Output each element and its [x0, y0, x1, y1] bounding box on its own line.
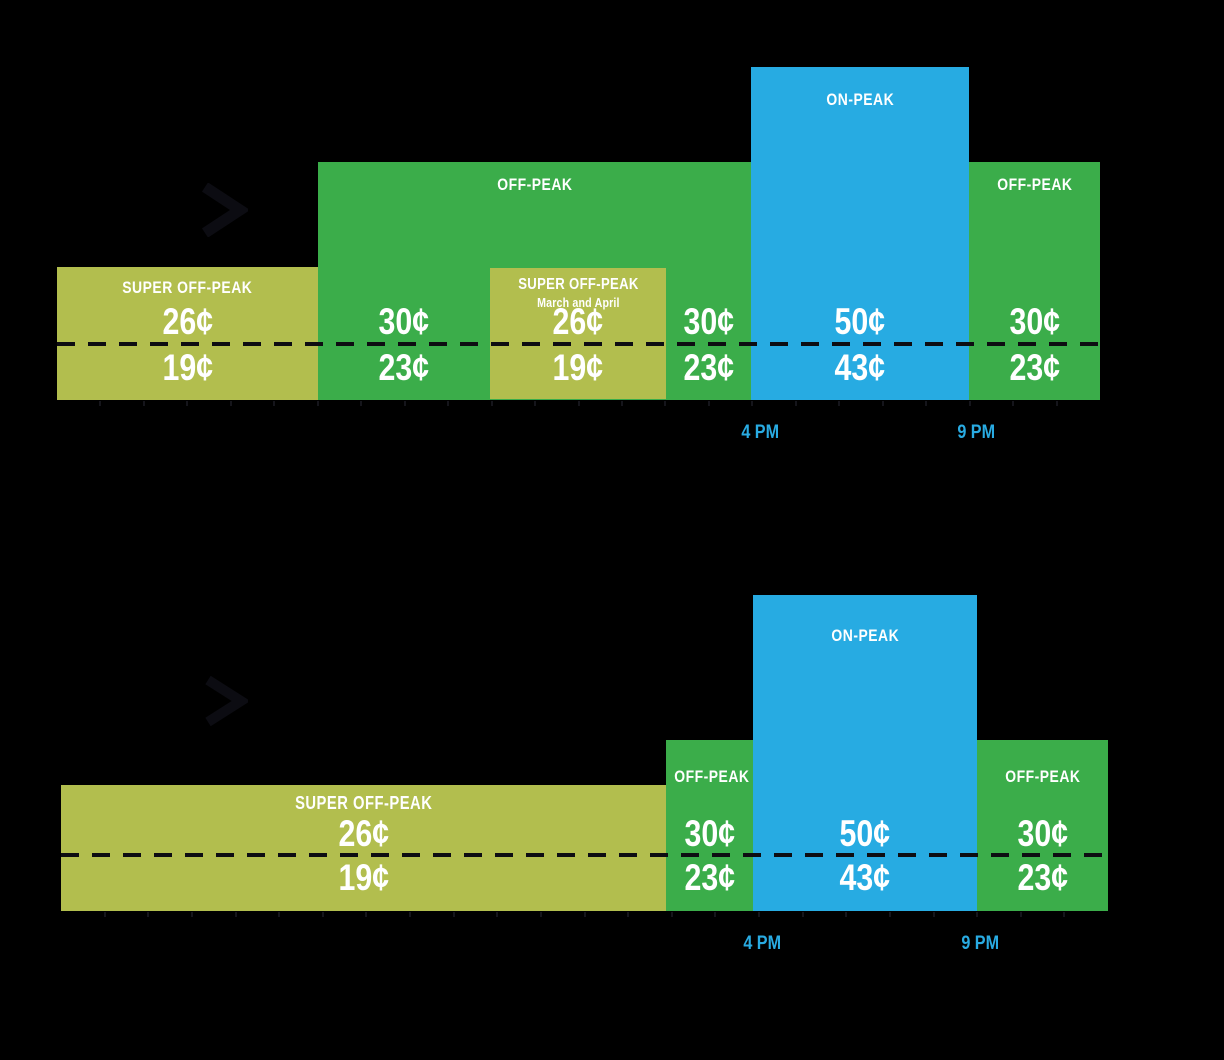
- super-off-peak-bar: [61, 785, 666, 911]
- chevron-right-icon: [205, 676, 248, 726]
- period-label: OFF-PEAK: [1004, 767, 1081, 786]
- price-lower: 43¢: [834, 347, 886, 388]
- hour-tick: [758, 912, 760, 917]
- on-peak-bar: [753, 595, 977, 911]
- hour-tick: [583, 912, 586, 917]
- time-marker-9pm: 9 PM: [957, 422, 995, 443]
- hour-tick: [577, 401, 580, 406]
- hour-tick: [1012, 401, 1015, 406]
- price-upper: 26¢: [552, 301, 604, 342]
- period-label: SUPER OFF-PEAK: [517, 276, 639, 293]
- off-peak-bar: [666, 740, 753, 911]
- period-label: OFF-PEAK: [996, 175, 1073, 194]
- hour-tick: [627, 912, 630, 917]
- price-lower: 23¢: [378, 347, 430, 388]
- price-upper: 30¢: [1017, 813, 1068, 854]
- period-label: OFF-PEAK: [674, 767, 750, 786]
- super-off-peak-bar: [57, 267, 318, 400]
- period-label: ON-PEAK: [831, 626, 899, 645]
- price-upper: 30¢: [1009, 301, 1060, 342]
- hour-tick: [932, 912, 935, 917]
- hour-tick: [801, 912, 804, 917]
- price-upper: 30¢: [683, 301, 734, 342]
- hour-tick: [539, 912, 542, 917]
- hour-tick: [1019, 912, 1022, 917]
- tier-divider-dashed-line: [61, 853, 1108, 857]
- time-marker-4pm: 4 PM: [741, 422, 779, 443]
- hour-tick: [838, 401, 841, 406]
- tier-divider-dashed-line: [57, 342, 1100, 346]
- hour-tick: [1055, 401, 1058, 406]
- hour-tick: [976, 912, 979, 917]
- price-upper: 26¢: [162, 301, 213, 342]
- hour-tick: [794, 401, 797, 406]
- chevron-right-icon: [201, 183, 248, 237]
- period-label: ON-PEAK: [826, 90, 894, 109]
- price-lower: 19¢: [162, 347, 213, 388]
- hour-tick: [365, 912, 368, 917]
- time-marker-4pm: 4 PM: [743, 933, 781, 954]
- hour-tick: [751, 401, 754, 406]
- hour-tick: [99, 401, 102, 406]
- price-upper: 30¢: [684, 813, 735, 854]
- hour-tick: [968, 401, 971, 406]
- hour-tick: [490, 401, 493, 406]
- price-lower: 19¢: [552, 347, 604, 388]
- off-peak-bar: [977, 740, 1108, 911]
- price-upper: 30¢: [378, 301, 430, 342]
- price-lower: 23¢: [1017, 857, 1068, 898]
- hour-tick: [452, 912, 455, 917]
- period-label: OFF-PEAK: [496, 175, 573, 194]
- hour-tick: [190, 912, 193, 917]
- price-upper: 50¢: [839, 813, 891, 854]
- hour-tick: [234, 912, 237, 917]
- hour-tick: [321, 912, 324, 917]
- hour-tick: [186, 401, 189, 406]
- hour-tick: [664, 401, 667, 406]
- hour-tick: [142, 401, 145, 406]
- hour-tick: [534, 401, 537, 406]
- hour-tick: [278, 912, 281, 917]
- hour-tick: [707, 401, 710, 406]
- hour-tick: [620, 401, 623, 406]
- hour-tick: [409, 912, 411, 917]
- hour-tick: [147, 912, 150, 917]
- hour-tick: [881, 401, 884, 406]
- period-label: SUPER OFF-PEAK: [294, 793, 433, 813]
- price-lower: 23¢: [684, 857, 735, 898]
- price-upper: 26¢: [338, 813, 389, 854]
- hour-tick: [1063, 912, 1066, 917]
- hour-tick: [273, 401, 276, 406]
- hour-tick: [845, 912, 848, 917]
- period-label: SUPER OFF-PEAK: [122, 278, 253, 297]
- hour-tick: [360, 401, 363, 406]
- price-lower: 19¢: [338, 857, 389, 898]
- hour-tick: [888, 912, 891, 917]
- hour-tick: [229, 401, 232, 406]
- time-marker-9pm: 9 PM: [961, 933, 999, 954]
- price-lower: 23¢: [683, 347, 734, 388]
- hour-tick: [447, 401, 450, 406]
- price-upper: 50¢: [834, 301, 886, 342]
- hour-tick: [496, 912, 499, 917]
- hour-tick: [316, 401, 319, 406]
- hour-tick: [714, 912, 717, 917]
- period-note: March and April: [536, 295, 620, 310]
- hour-tick: [103, 912, 106, 917]
- super-off-peak-march-april-inset-bar: [490, 268, 666, 399]
- price-lower: 43¢: [839, 857, 891, 898]
- off-peak-bar: [969, 162, 1100, 400]
- price-lower: 23¢: [1009, 347, 1060, 388]
- hour-tick: [925, 401, 928, 406]
- hour-tick: [670, 912, 673, 917]
- hour-tick: [403, 401, 406, 406]
